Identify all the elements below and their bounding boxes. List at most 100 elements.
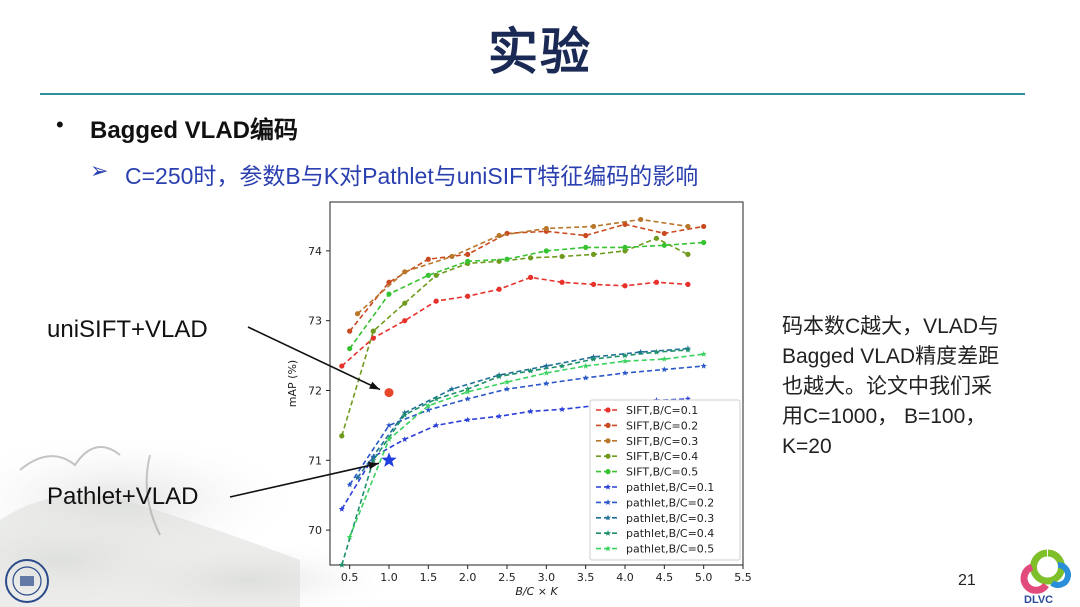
legend-label: pathlet,B/C=0.2 [626,496,714,509]
x-tick-label: 3.5 [577,571,595,584]
data-point [661,230,667,237]
data-point [496,413,503,419]
data-point [464,395,471,402]
y-tick-label: 74 [308,245,322,258]
unisift-arrow [247,326,381,391]
legend-label: SIFT,B/C=0.3 [626,435,698,448]
data-point [543,362,550,369]
data-point [590,223,597,230]
logo-text: DLVC [1024,594,1053,605]
data-point [590,281,597,287]
data-point [433,422,440,428]
data-point [685,281,691,287]
x-axis-label: B/C × K [515,585,558,598]
sub-bullet-text: C=250时，参数B与K对Pathlet与uniSIFT特征编码的影响 [125,163,699,189]
unisift-arrow-head [369,381,380,390]
note-line: K=20 [782,435,832,458]
data-point [590,251,597,257]
data-point [653,348,660,355]
note-line: 也越大。论文中我们采 [782,375,992,398]
series-line [349,365,704,486]
note-line: Bagged VLAD精度差距 [782,345,1000,368]
data-point [402,269,408,275]
data-point [582,374,589,381]
legend-label: SIFT,B/C=0.4 [626,450,698,463]
legend-marker [604,483,612,490]
y-tick-label: 71 [308,454,322,467]
series-line [341,349,688,566]
page-number: 21 [958,572,976,589]
data-point [402,300,408,306]
data-point [543,380,550,387]
data-point [684,395,691,402]
data-point [638,216,644,223]
series-line [341,237,689,437]
data-point [370,335,376,341]
data-point [637,348,644,355]
data-point [621,369,629,376]
x-tick-label: 2.5 [498,571,516,584]
legend-marker [605,469,611,475]
data-point [385,436,393,442]
x-tick-label: 2.0 [459,571,477,584]
data-point [346,533,353,540]
data-point [622,221,628,227]
legend-marker [605,407,611,413]
x-tick-label: 3.0 [538,571,556,584]
legend-label: SIFT,B/C=0.2 [626,419,698,432]
data-point [543,248,549,254]
arrow-bullet-icon: ➢ [90,158,109,183]
data-point [496,373,503,380]
note-text: 码本数C越大，VLAD与 Bagged VLAD精度差距 也越大。论文中我们采 … [782,312,1052,462]
bullet-dot-icon: • [56,112,64,137]
series-line [349,241,704,350]
legend-label: SIFT,B/C=0.5 [626,466,698,479]
data-point [370,328,376,334]
data-point [496,232,502,239]
data-point [543,225,549,232]
legend-marker [604,514,612,521]
series-line [356,218,689,315]
x-tick-label: 4.5 [656,571,674,584]
data-point [700,362,707,369]
data-point [449,253,455,260]
series-line [356,347,688,479]
data-point [402,318,408,324]
data-point [685,223,691,230]
data-point [338,561,345,568]
data-point [339,433,345,439]
data-point [354,311,361,317]
data-point [464,416,471,423]
data-point [528,255,534,261]
data-point [465,251,471,257]
legend-label: SIFT,B/C=0.1 [626,404,698,417]
series-line [348,353,704,538]
legend-marker [604,499,612,505]
data-point [425,402,432,409]
label-unisift: uniSIFT+VLAD [47,316,208,343]
series-line [349,223,704,332]
data-point [465,258,471,264]
data-point [543,369,550,376]
data-point [559,362,566,369]
data-point [338,505,345,512]
note-line: 用C=1000， B=100， [782,405,987,428]
data-point [433,298,439,304]
data-point [559,406,566,412]
data-point [661,366,668,373]
y-tick-label: 70 [308,524,322,537]
bullet-text: Bagged VLAD编码 [90,117,299,144]
data-point [370,457,377,463]
data-point [504,256,510,262]
data-point [464,388,471,395]
series-line [341,276,688,367]
data-point [583,232,589,239]
legend-marker [604,545,612,552]
legend-label: pathlet,B/C=0.5 [626,543,714,556]
data-point [661,355,668,362]
y-tick-label: 72 [308,384,322,397]
x-tick-label: 5.5 [734,571,752,584]
label-pathlet: Pathlet+VLAD [47,483,199,510]
data-point [559,253,565,260]
data-point [528,274,534,280]
